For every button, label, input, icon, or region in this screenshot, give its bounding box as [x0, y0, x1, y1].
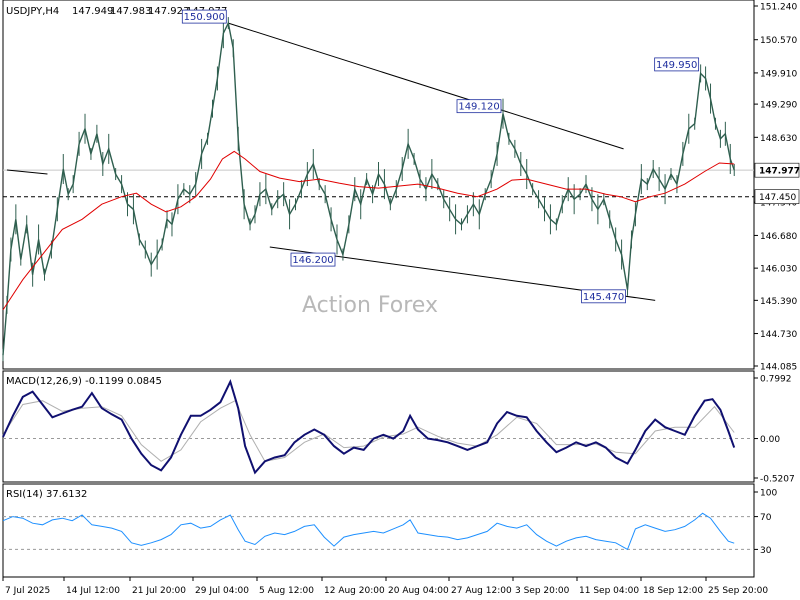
x-tick-label: 20 Aug 04:00	[388, 586, 449, 596]
x-tick-label: 3 Sep 20:00	[515, 586, 570, 596]
current-price-box	[754, 162, 800, 178]
rsi-y-tick-label: 30	[760, 546, 772, 556]
rsi-title: RSI(14) 37.6132	[6, 489, 87, 500]
x-axis: 7 Jul 2025 14 Jul 12:00 21 Jul 20:00 29 Jul…	[2, 577, 768, 596]
current-price-label: 147.977	[759, 167, 800, 177]
price-y-tick-label: 145.390	[760, 297, 797, 307]
x-tick-label: 5 Aug 12:00	[259, 586, 314, 596]
x-tick-label: 27 Aug 12:00	[451, 586, 512, 596]
chart-title: USDJPY,H4	[6, 6, 59, 17]
macd-line	[2, 378, 736, 475]
price-annotation-label: 150.900	[184, 12, 225, 23]
x-tick-label: 11 Sep 04:00	[579, 586, 639, 596]
x-tick-label: 7 Jul 2025	[5, 586, 50, 596]
price-plot: 150.900 149.120 149.950 146.200 145.470	[2, 9, 754, 362]
price-y-tick-label: 146.030	[760, 265, 797, 275]
price-annotation-box	[290, 252, 336, 267]
x-tick-label: 29 Jul 04:00	[195, 586, 249, 596]
price-annotation-box	[181, 9, 227, 24]
price-y-tick-label: 150.570	[760, 36, 797, 46]
price-y-tick-label: 149.290	[760, 101, 797, 111]
trendline	[228, 22, 624, 150]
macd-y-tick-label: -0.5207	[760, 475, 795, 485]
price-y-tick-label: 149.910	[760, 69, 797, 79]
price-y-tick-label: 151.240	[760, 3, 797, 13]
price-annotation-label: 145.470	[583, 292, 624, 303]
watermark: Action Forex	[302, 293, 438, 318]
price-annotation-box	[456, 99, 502, 114]
macd-signal-line	[2, 400, 735, 462]
macd-panel-frame	[2, 370, 755, 483]
rsi-panel-frame	[2, 483, 755, 578]
macd-y-tick-label: 0.7992	[760, 375, 792, 385]
rsi-plot	[2, 512, 754, 551]
x-tick-label: 12 Aug 20:00	[324, 586, 385, 596]
moving-average-line	[2, 150, 735, 311]
support-level-label: 147.450	[759, 193, 796, 203]
x-tick-label: 14 Jul 12:00	[66, 586, 120, 596]
price-y-tick-label: 144.730	[760, 330, 797, 340]
price-y-axis: 151.240150.570149.910149.290148.630147.3…	[754, 3, 800, 373]
price-annotation-box	[581, 289, 626, 304]
rsi-line	[2, 512, 735, 551]
price-annotation-box	[654, 57, 700, 72]
x-tick-label: 18 Sep 12:00	[643, 586, 703, 596]
ohlc-high: 147.983	[110, 6, 151, 17]
price-annotation-label: 146.200	[292, 255, 333, 266]
macd-y-tick-label: 0.00	[760, 435, 780, 445]
x-tick-label: 25 Sep 20:00	[708, 586, 768, 596]
price-y-tick-label: 148.630	[760, 134, 797, 144]
price-panel-frame	[2, 0, 755, 370]
rsi-y-axis: 100 70 30	[754, 489, 777, 556]
price-y-tick-label: 146.680	[760, 232, 797, 242]
macd-plot	[2, 378, 754, 475]
macd-y-axis: 0.7992 0.00 -0.5207	[754, 375, 795, 485]
price-annotation-label: 149.950	[656, 60, 697, 71]
price-annotation-label: 149.120	[458, 102, 499, 113]
ohlc-open: 147.949	[72, 6, 113, 17]
rsi-y-tick-label: 100	[760, 489, 777, 499]
x-tick-label: 21 Jul 20:00	[132, 586, 186, 596]
rsi-y-tick-label: 70	[760, 513, 772, 523]
trendline	[6, 169, 48, 175]
macd-title: MACD(12,26,9) -0.1199 0.0845	[6, 376, 162, 387]
ohlc-low: 147.923	[148, 6, 189, 17]
price-y-tick-label: 144.085	[760, 363, 797, 373]
support-level-box	[754, 189, 800, 204]
